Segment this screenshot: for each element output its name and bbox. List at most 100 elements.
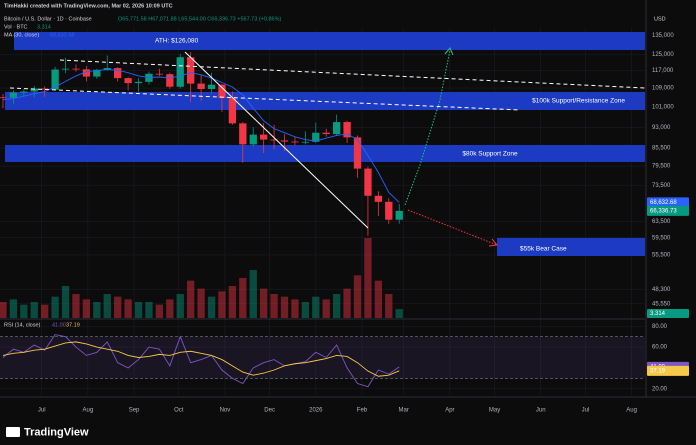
candle-body [197,83,205,90]
volume-bar [82,299,91,318]
candle-body [228,98,237,124]
volume-bar [0,302,7,318]
y-tick-label: 20.00 [652,386,668,392]
price-tag [647,365,689,376]
credit: TimHakki created with TradingView.com, M… [4,3,173,9]
candle-body [134,81,143,84]
volume-bar [41,304,49,318]
arrow-head [488,238,498,247]
candle-body [82,69,91,77]
x-tick-label: May [489,408,500,414]
candle-body [207,84,216,90]
ath-zone [14,32,645,50]
footer [0,420,696,445]
rsi-ma-value: 37.19 [66,322,80,328]
volume-bar [30,302,38,318]
bear-path [407,209,498,246]
candle-body [239,123,247,145]
volume-bar [260,288,268,318]
arrow-head [444,47,454,56]
candle-body [93,69,101,77]
x-tick-label: Jul [38,408,46,414]
volume-bar [249,270,257,318]
annotation: ATH: $126,080 [155,38,199,45]
x-tick-label: Jun [536,408,546,414]
annotation: $100k Support/Resistance Zone [532,98,625,105]
volume-bar [353,275,362,318]
volume-bar [218,291,226,318]
series-line [2,69,400,203]
candle-body [395,210,403,220]
y-tick-label: 101,000 [652,105,674,111]
volume-bar [312,296,320,318]
x-tick-label: Jul [582,408,590,414]
volume-bar [103,294,111,318]
volume-bar [72,294,80,318]
candle-body [374,195,383,202]
channel-line [9,87,521,111]
candle-body [333,122,341,135]
candle-body [260,134,268,140]
x-tick-label: Feb [357,408,368,414]
volume-bar [166,299,174,318]
55k-zone [497,238,645,256]
volume-bar [176,294,184,318]
candle-body [301,141,310,143]
annotation: $80k Support Zone [462,151,518,158]
volume-bar [322,299,330,318]
price-tag-label: 66,336.73 [650,208,677,214]
candle-body [353,137,362,169]
volume-bar [239,278,247,318]
price-tag-label: 68,632.68 [650,200,677,206]
candle-body [385,201,393,220]
price-tag [647,205,689,216]
y-tick-label: 48,300 [652,287,671,293]
y-tick-label: 109,000 [652,86,674,92]
volume-bar [395,309,403,318]
candle-body [176,57,184,87]
y-tick-label: 125,000 [652,52,674,58]
candle-body [41,88,49,90]
bull-path [404,49,451,206]
ma-label: MA (30, close) [4,32,39,38]
volume-bar [9,299,18,318]
candle-body [103,68,111,70]
candle-body [312,132,320,142]
volume-bar [301,302,310,318]
currency: USD [654,16,666,22]
x-tick-label: Apr [445,408,454,414]
x-tick-label: Aug [626,408,637,414]
y-tick-label: 60.00 [652,345,668,351]
logo [6,427,20,437]
volume-bar [51,296,59,318]
candle-body [114,68,122,79]
rsi-band [0,336,645,379]
ohlc: O65,771.58 H67,071.88 L65,544.00 C66,336… [118,16,281,22]
volume-bar [343,288,351,318]
y-tick-label: 63,500 [652,219,671,225]
100k-zone [5,92,645,110]
volume-tag [647,309,689,318]
candle-body [218,84,226,99]
80k-zone [5,145,645,162]
y-tick-label: 73,500 [652,183,671,189]
candle-body [364,168,372,196]
price-tag [647,197,689,208]
volume-bar [93,302,101,318]
y-tick-label: 79,500 [652,164,671,170]
candle-body [322,132,330,135]
candle-body [280,140,289,142]
brand: TradingView [24,426,89,438]
y-tick-label: 117,000 [652,68,674,74]
volume-bar [187,280,195,318]
candle-body [0,97,7,99]
volume-bar [20,304,28,318]
x-tick-label: Dec [264,408,275,414]
x-tick-label: Mar [399,408,409,414]
volume-value: 3.314 [37,24,51,30]
series-line [2,334,400,388]
candle-body [343,122,351,138]
marks: 135,000 125,000 117,000 109,000 101,000 93,00… [0,33,689,414]
rsi-label: RSI (14, close) [4,322,41,328]
